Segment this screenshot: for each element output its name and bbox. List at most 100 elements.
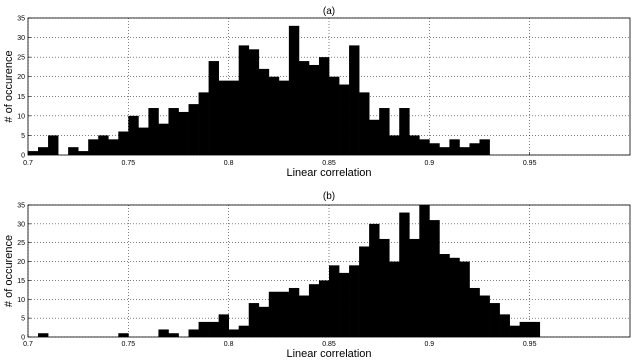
histogram-bar: [329, 76, 340, 155]
y-tick-label: 5: [21, 316, 25, 323]
histogram-bar: [218, 314, 230, 337]
histogram-bar: [369, 223, 380, 337]
histogram-bar: [379, 108, 390, 155]
histogram-bar: [38, 333, 49, 337]
histogram-bar: [389, 261, 400, 337]
histogram-bar: [308, 284, 320, 337]
histogram-bar: [429, 220, 440, 337]
x-tick-label: 0.95: [523, 341, 537, 348]
histogram-bar: [228, 80, 240, 155]
histogram-bar: [268, 291, 280, 337]
histogram-bar: [479, 295, 490, 337]
histogram-bar: [88, 139, 99, 155]
histogram-bar: [118, 131, 129, 155]
histogram-bar: [349, 45, 360, 155]
histogram-bar: [479, 139, 490, 155]
histogram-bar: [148, 108, 159, 155]
axes-frame: [27, 17, 631, 156]
y-axis-label: # of occurence: [3, 235, 15, 307]
histogram-bar: [28, 151, 39, 155]
histogram-bar: [339, 84, 350, 155]
histogram-bar: [68, 147, 79, 155]
histogram-bar: [379, 238, 390, 337]
histogram-bar: [78, 151, 89, 155]
histogram-bar: [98, 135, 109, 155]
x-tick-label: 0.8: [224, 341, 234, 348]
histogram-bar: [459, 147, 470, 155]
histogram-bar: [399, 108, 410, 155]
histogram-bar: [188, 329, 199, 337]
histogram-bar: [439, 254, 450, 337]
histogram-bar: [258, 306, 270, 337]
y-tick-label: 5: [21, 133, 25, 140]
histogram-bar: [208, 61, 219, 156]
histogram-bar: [519, 321, 531, 337]
y-tick-label: 20: [17, 259, 25, 266]
histogram-bar: [449, 139, 460, 155]
histogram-bar: [529, 321, 541, 337]
y-tick-label: 10: [17, 113, 25, 120]
histogram-bar: [108, 139, 119, 155]
histogram-bar: [128, 115, 139, 155]
histogram-bar: [439, 147, 450, 155]
histogram-bar: [298, 61, 310, 156]
x-tick-label: 0.95: [523, 160, 537, 167]
histogram-bar: [198, 321, 209, 337]
x-axis-label: Linear correlation: [287, 348, 372, 360]
histogram-bar: [188, 104, 199, 155]
y-tick-label: 30: [17, 221, 25, 228]
histogram-bar: [208, 321, 219, 337]
histogram-bar: [228, 329, 240, 337]
histogram-bar: [298, 295, 310, 337]
histogram-bar: [238, 325, 250, 337]
histogram-bar: [118, 333, 129, 337]
histogram-bar: [178, 111, 189, 155]
y-tick-label: 35: [17, 16, 25, 23]
panel-title: (a): [323, 6, 335, 17]
histogram-bar: [158, 329, 169, 337]
histogram-bar: [278, 80, 290, 155]
histogram-bar: [288, 25, 300, 155]
x-axis-label: Linear correlation: [287, 167, 372, 179]
axes-frame: [27, 204, 631, 338]
histogram-bar: [329, 265, 340, 337]
histogram-bar: [419, 205, 430, 337]
histogram-bar: [288, 287, 300, 337]
histogram-bar: [359, 92, 370, 155]
y-tick-label: 0: [21, 335, 25, 342]
y-axis-label: # of occurence: [3, 50, 15, 122]
histogram-bar: [469, 287, 480, 337]
histogram-bar: [349, 265, 360, 337]
histogram-bar: [278, 291, 290, 337]
histogram-bar: [399, 212, 410, 337]
panel-b: 0 5 10 15 20 25 30 35 0.7 0.75 0.8 0.85 0.9 0.95 (b) Li…: [3, 191, 631, 360]
x-tick-label: 0.9: [424, 160, 434, 167]
histogram-bar: [268, 76, 280, 155]
histogram-bar: [138, 127, 149, 155]
histogram-bar: [248, 49, 260, 156]
histogram-bar: [258, 68, 270, 155]
histogram-bar: [168, 108, 179, 155]
x-tick-label: 0.75: [122, 341, 136, 348]
histogram-bar: [218, 80, 230, 155]
histogram-bar: [248, 303, 260, 337]
histogram-bar: [469, 143, 480, 155]
histogram-bar: [409, 135, 420, 155]
x-tick-label: 0.75: [122, 160, 136, 167]
x-tick-label: 0.85: [322, 160, 336, 167]
histogram-bar: [449, 257, 460, 337]
histogram-bar: [459, 261, 470, 337]
histogram-bar: [318, 280, 330, 337]
x-tick-label: 0.7: [23, 160, 33, 167]
histogram-bar: [198, 92, 209, 155]
histogram-bar: [419, 139, 430, 155]
y-tick-label: 30: [17, 35, 25, 42]
histogram-bar: [369, 119, 380, 155]
histogram-bar: [308, 64, 320, 155]
histogram-bar: [339, 272, 350, 337]
histogram-bar: [238, 45, 250, 155]
histogram-bar: [48, 135, 59, 155]
y-tick-label: 25: [17, 240, 25, 247]
histogram-bar: [429, 143, 440, 155]
